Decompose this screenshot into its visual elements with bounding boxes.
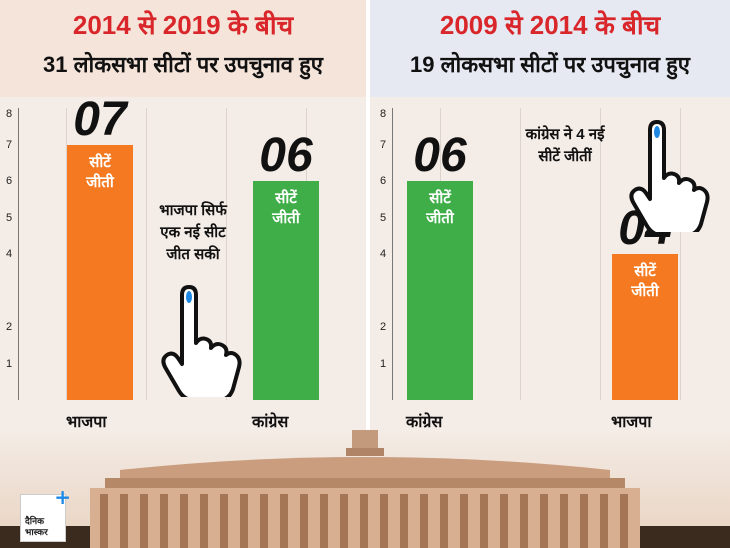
bar: सीटें जीती: [67, 144, 133, 400]
x-category-label: कांग्रेस: [252, 414, 289, 431]
right-description: 19 लोकसभा सीटों पर उपचुनाव हुए: [410, 52, 690, 77]
logo-text-line1: दैनिक: [25, 517, 45, 527]
left-header: 2014 से 2019 के बीच 31 लोकसभा सीटों पर उ…: [0, 0, 366, 97]
logo-text-line2: भास्कर: [25, 528, 48, 538]
left-chart: 8 7 6 5 4 2 1 सीटें जीती 07 सीटें जीती 06: [6, 94, 336, 400]
left-annotation: भाजपा सिर्फ एक नई सीट जीत सकी: [159, 202, 227, 263]
y-tick-label: 5: [380, 211, 387, 224]
bar-inner-label: सीटें जीती: [86, 153, 114, 191]
gridline: [680, 108, 681, 400]
gridline: [66, 108, 67, 400]
y-tick-label: 2: [6, 321, 13, 333]
pointing-hand-inked-finger-icon: [161, 285, 242, 397]
bar-inner-label: सीटें जीती: [426, 190, 454, 227]
x-category-label: भाजपा: [611, 414, 652, 431]
right-period-title: 2009 से 2014 के बीच: [439, 10, 661, 40]
bar-value-label: 06: [413, 129, 467, 182]
y-tick-label: 6: [380, 175, 387, 187]
y-tick-label: 5: [6, 211, 13, 224]
gridline: [520, 108, 521, 400]
right-header: 2009 से 2014 के बीच 19 लोकसभा सीटों पर उ…: [370, 0, 730, 97]
x-category-label: कांग्रेस: [406, 414, 443, 431]
y-tick-label: 4: [380, 248, 387, 260]
bar-value-label: 07: [73, 92, 127, 146]
y-tick-label: 6: [6, 175, 13, 187]
bar: सीटें जीती: [253, 181, 319, 400]
y-axis-line: [18, 108, 19, 400]
y-tick-label: 1: [6, 357, 13, 370]
bar-value-label: 06: [259, 129, 313, 182]
y-tick-label: 1: [380, 357, 387, 370]
y-tick-label: 7: [380, 138, 387, 151]
plus-icon: +: [54, 485, 71, 509]
y-tick-label: 8: [380, 108, 387, 120]
y-tick-label: 2: [380, 321, 387, 333]
gridline: [146, 108, 147, 400]
left-period-title: 2014 से 2019 के बीच: [72, 10, 294, 40]
panel-divider: [366, 0, 370, 548]
bar-inner-label: सीटें जीती: [272, 190, 300, 227]
pointing-hand-inked-finger-icon: [629, 120, 710, 232]
y-tick-label: 4: [6, 248, 13, 260]
y-axis-line: [392, 108, 393, 400]
parliament-building-image: [0, 430, 730, 548]
x-category-label: भाजपा: [66, 414, 107, 431]
dainik-bhaskar-logo: + दैनिक भास्कर: [20, 485, 71, 542]
bar: सीटें जीती: [407, 181, 473, 400]
y-tick-label: 8: [6, 108, 13, 120]
bar: सीटें जीती: [612, 254, 678, 400]
gridline: [226, 108, 227, 400]
gridline: [600, 108, 601, 400]
y-tick-label: 7: [6, 138, 13, 151]
bar-inner-label: सीटें जीती: [631, 263, 659, 300]
right-annotation: कांग्रेस ने 4 नई सीटें जीतीं: [525, 126, 605, 165]
left-description: 31 लोकसभा सीटों पर उपचुनाव हुए: [43, 52, 323, 77]
